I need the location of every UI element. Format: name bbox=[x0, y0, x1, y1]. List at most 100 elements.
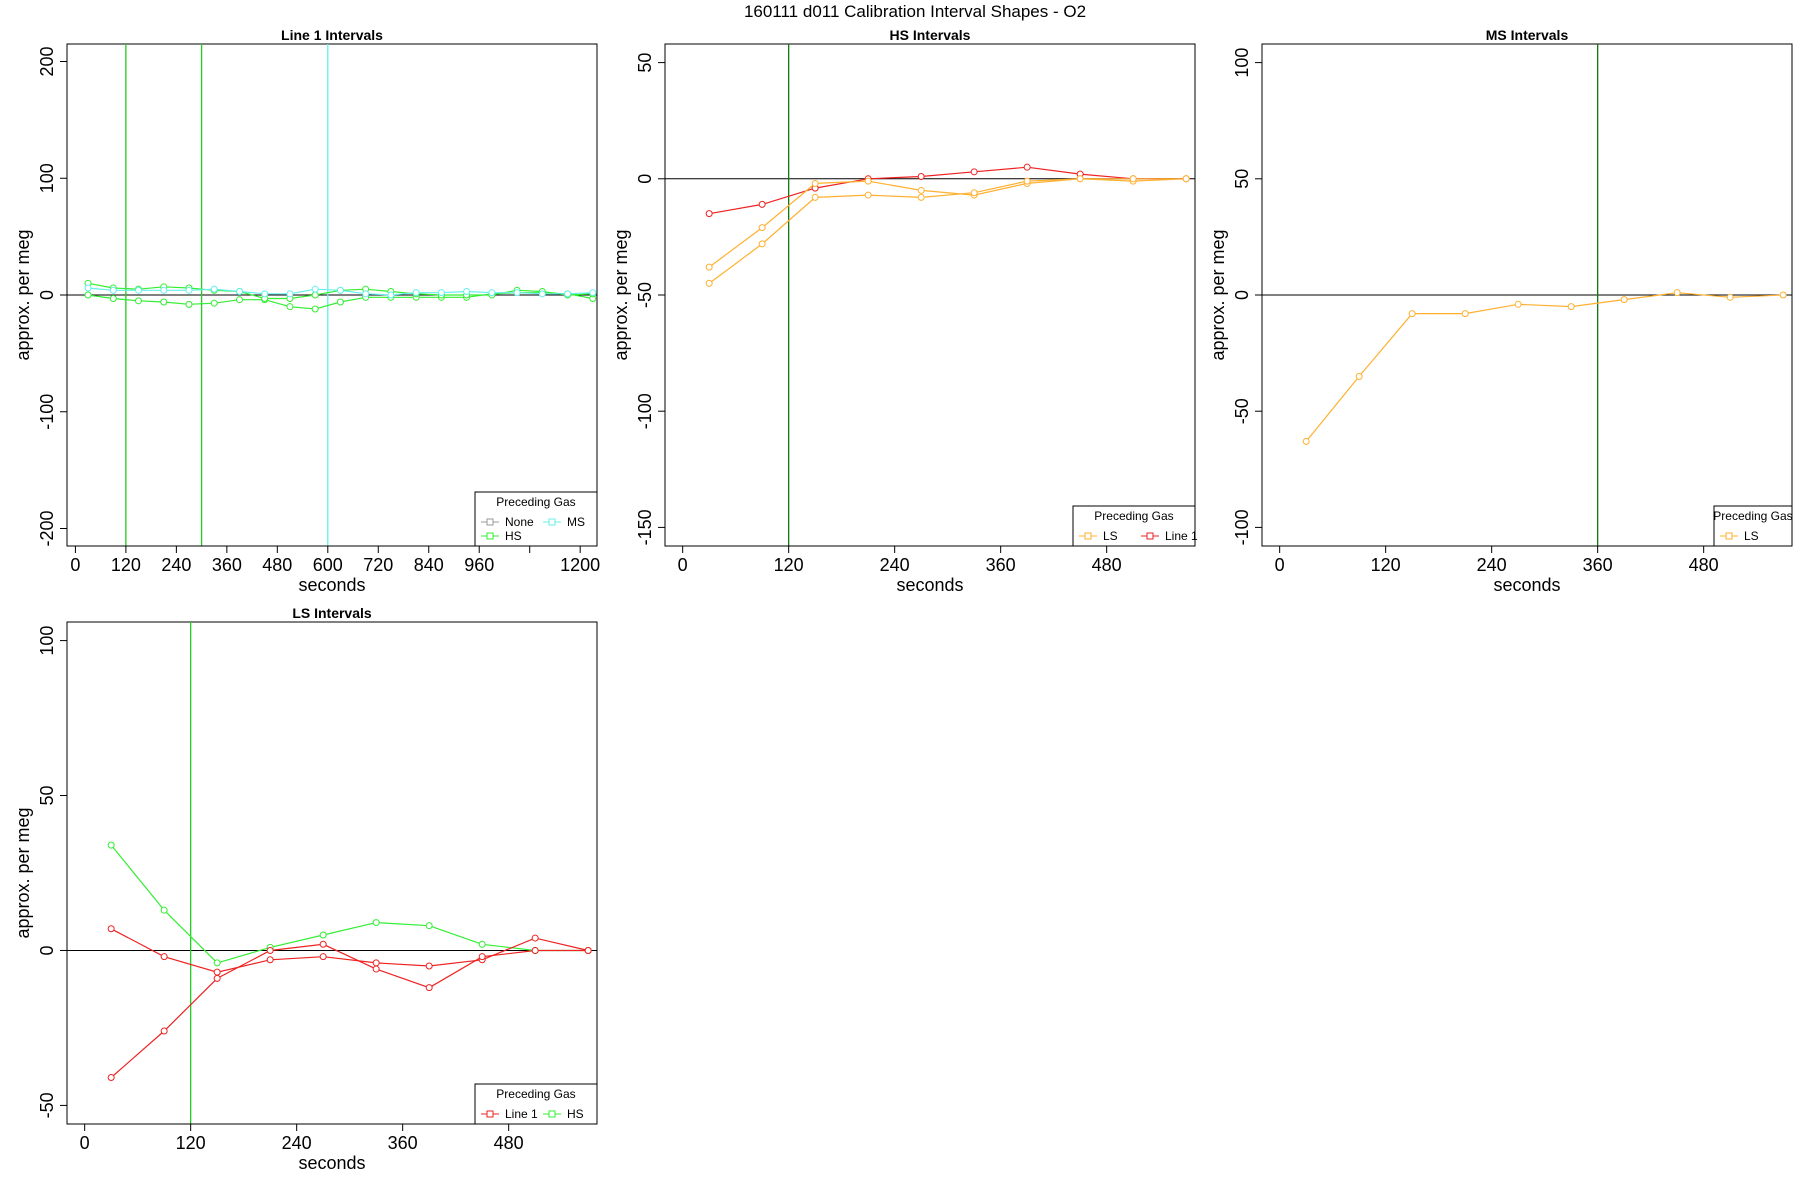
data-point bbox=[584, 946, 592, 954]
legend-swatch-marker bbox=[548, 1110, 556, 1118]
data-point bbox=[319, 931, 327, 939]
data-point bbox=[564, 290, 572, 298]
data-point bbox=[160, 286, 168, 294]
y-tick-label: 0 bbox=[37, 945, 57, 955]
x-tick-label: 240 bbox=[880, 555, 910, 575]
data-point bbox=[235, 287, 243, 295]
data-point bbox=[160, 953, 168, 961]
data-point bbox=[1129, 175, 1137, 183]
x-tick-label: 600 bbox=[313, 555, 343, 575]
y-tick-label: -50 bbox=[635, 282, 655, 308]
series-line-2 bbox=[708, 178, 1187, 268]
data-point bbox=[488, 289, 496, 297]
x-tick-label: 480 bbox=[262, 555, 292, 575]
y-axis-label: approx. per meg bbox=[13, 807, 33, 938]
data-point bbox=[135, 286, 143, 294]
y-axis-label: approx. per meg bbox=[13, 229, 33, 360]
y-tick-label: -100 bbox=[37, 394, 57, 430]
data-point bbox=[261, 290, 269, 298]
legend: Preceding Gas Line 1 HS bbox=[474, 1083, 598, 1125]
chart-panel-1: Line 1 Intervals 0 120 240 360 480 600 720 840 96… bbox=[13, 27, 600, 595]
data-point bbox=[336, 286, 344, 294]
data-point bbox=[1673, 289, 1681, 297]
legend-entry-label: Line 1 bbox=[505, 1107, 538, 1121]
x-tick-label: 1200 bbox=[560, 555, 600, 575]
legend-entry-label: Line 1 bbox=[1165, 529, 1198, 543]
data-point bbox=[705, 279, 713, 287]
x-tick-label: 720 bbox=[363, 555, 393, 575]
data-point bbox=[758, 200, 766, 208]
data-point bbox=[917, 193, 925, 201]
data-point bbox=[372, 965, 380, 973]
legend-title: Preceding Gas bbox=[496, 495, 575, 509]
x-tick-label: 480 bbox=[1092, 555, 1122, 575]
data-point bbox=[319, 953, 327, 961]
legend-swatch-marker bbox=[486, 518, 494, 526]
legend-entry-label: LS bbox=[1744, 529, 1759, 543]
figure-title: 160111 d011 Calibration Interval Shapes … bbox=[744, 2, 1086, 21]
chart-panel-4: LS Intervals 0 120 240 360 480 seconds -50 0 50 10… bbox=[13, 605, 598, 1173]
x-tick-label: 120 bbox=[176, 1133, 206, 1153]
data-point bbox=[1567, 303, 1575, 311]
x-tick-label: 360 bbox=[986, 555, 1016, 575]
data-point bbox=[372, 959, 380, 967]
y-tick-label: 0 bbox=[635, 174, 655, 184]
x-tick-label: 120 bbox=[774, 555, 804, 575]
panel-title: LS Intervals bbox=[292, 605, 372, 621]
legend-swatch-marker bbox=[1146, 532, 1154, 540]
chart-panel-3: MS Intervals 0 120 240 360 480 seconds -100 -50 0… bbox=[1208, 27, 1793, 595]
data-point bbox=[1461, 310, 1469, 318]
data-point bbox=[319, 940, 327, 948]
data-point bbox=[135, 297, 143, 305]
legend-box bbox=[1713, 505, 1793, 547]
data-point bbox=[160, 298, 168, 306]
data-point bbox=[478, 940, 486, 948]
y-tick-label: 50 bbox=[1232, 169, 1252, 189]
data-point bbox=[705, 210, 713, 218]
data-point bbox=[437, 289, 445, 297]
y-tick-label: 200 bbox=[37, 46, 57, 76]
x-tick-label: 840 bbox=[414, 555, 444, 575]
data-point bbox=[107, 1074, 115, 1082]
data-point bbox=[1302, 437, 1310, 445]
data-point bbox=[705, 263, 713, 271]
series-line-2 bbox=[110, 928, 589, 973]
data-point bbox=[185, 300, 193, 308]
legend-box bbox=[1072, 505, 1196, 547]
series-line-3 bbox=[708, 178, 1187, 284]
data-point bbox=[917, 172, 925, 180]
data-point bbox=[425, 962, 433, 970]
data-point bbox=[336, 298, 344, 306]
series-line-1 bbox=[1305, 292, 1784, 442]
y-tick-label: 0 bbox=[1232, 290, 1252, 300]
data-point bbox=[864, 177, 872, 185]
data-point bbox=[758, 224, 766, 232]
y-tick-label: 100 bbox=[37, 626, 57, 656]
data-point bbox=[970, 189, 978, 197]
x-tick-label: 360 bbox=[1583, 555, 1613, 575]
legend-entry-label: HS bbox=[567, 1107, 584, 1121]
y-tick-label: 100 bbox=[37, 163, 57, 193]
data-point bbox=[1023, 163, 1031, 171]
legend-swatch-marker bbox=[486, 1110, 494, 1118]
data-point bbox=[478, 953, 486, 961]
data-point bbox=[213, 959, 221, 967]
legend: Preceding Gas None MS HS bbox=[474, 491, 598, 547]
legend-title: Preceding Gas bbox=[1094, 509, 1173, 523]
x-axis-label: seconds bbox=[896, 575, 963, 595]
y-tick-label: 50 bbox=[37, 786, 57, 806]
x-tick-label: 360 bbox=[388, 1133, 418, 1153]
data-point bbox=[109, 286, 117, 294]
data-point bbox=[758, 240, 766, 248]
panel-title: Line 1 Intervals bbox=[281, 27, 383, 43]
y-tick-label: -50 bbox=[37, 1092, 57, 1118]
panels-group: Line 1 Intervals 0 120 240 360 480 600 720 840 96… bbox=[13, 27, 1793, 1173]
panel-title: HS Intervals bbox=[890, 27, 971, 43]
data-point bbox=[210, 299, 218, 307]
legend-box bbox=[474, 491, 598, 547]
data-point bbox=[387, 291, 395, 299]
data-point bbox=[213, 974, 221, 982]
legend-swatch-marker bbox=[1725, 532, 1733, 540]
data-point bbox=[917, 186, 925, 194]
